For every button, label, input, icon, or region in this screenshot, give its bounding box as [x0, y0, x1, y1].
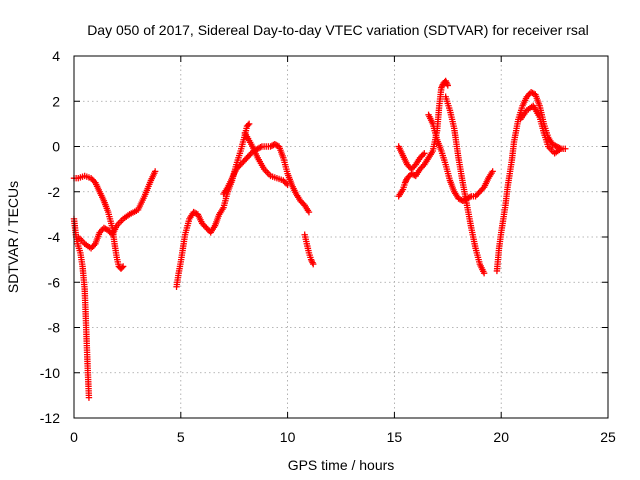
series-segment [395, 143, 428, 173]
data-point [444, 82, 451, 89]
y-tick-label: 2 [52, 93, 60, 109]
y-tick-label: -8 [48, 320, 61, 336]
chart-title: Day 050 of 2017, Sidereal Day-to-day VTE… [87, 22, 589, 38]
y-tick-label: -4 [48, 229, 61, 245]
data-point [305, 208, 313, 216]
data-point [245, 120, 253, 128]
data-point [310, 260, 317, 268]
data-point [480, 270, 488, 277]
data-point [119, 263, 127, 270]
y-tick-label: -10 [40, 365, 60, 381]
y-axis-title: SDTVAR / TECUs [5, 181, 21, 293]
data-point [151, 168, 159, 175]
data-point [421, 150, 428, 157]
y-tick-label: -6 [48, 274, 61, 290]
data-series [70, 77, 569, 401]
x-tick-label: 0 [70, 429, 78, 445]
x-tick-label: 5 [177, 429, 185, 445]
y-tick-label: 0 [52, 139, 60, 155]
series-segment [241, 129, 291, 189]
series-segment [493, 89, 569, 275]
x-tick-label: 15 [387, 429, 403, 445]
series-segment [517, 102, 565, 157]
axis-ticks: 0 5 10 15 20 25 -12 -10 -8 -6 -4 -2 0 2 4 [40, 48, 616, 445]
x-tick-label: 10 [280, 429, 296, 445]
data-point [257, 144, 264, 151]
series-segment [75, 168, 159, 252]
series-segment [70, 215, 93, 401]
data-point [466, 193, 474, 201]
data-point [85, 394, 93, 401]
data-point [489, 168, 496, 175]
x-tick-label: 20 [493, 429, 509, 445]
data-point [557, 145, 565, 152]
x-tick-label: 25 [600, 429, 616, 445]
y-tick-label: -12 [40, 410, 60, 426]
series-segment [442, 93, 488, 277]
y-tick-label: 4 [52, 48, 60, 64]
data-point [244, 121, 252, 129]
x-axis-title: GPS time / hours [288, 457, 395, 473]
data-point [118, 264, 126, 271]
data-point [284, 181, 291, 189]
plot-frame [73, 55, 609, 419]
series-segment [301, 231, 317, 268]
y-tick-label: -2 [48, 184, 61, 200]
